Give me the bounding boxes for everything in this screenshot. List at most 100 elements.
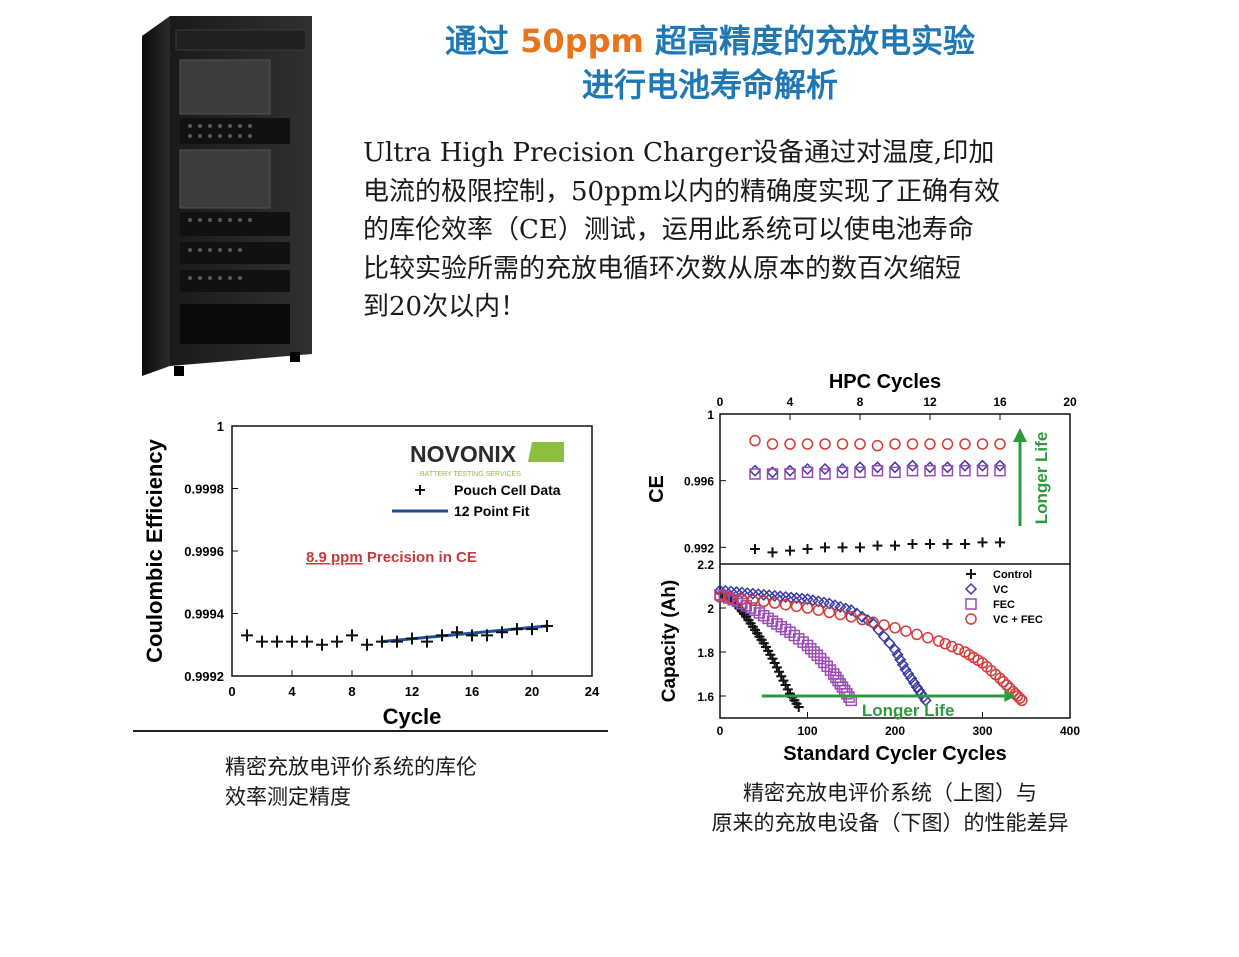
data-point: [725, 592, 737, 604]
data-point: [271, 635, 283, 648]
y-tick-label: 0.9992: [184, 669, 224, 684]
data-point: [836, 438, 849, 450]
data-point: [888, 643, 902, 656]
data-point: [976, 438, 989, 450]
intro-line: 的库伦效率（CE）测试，运用此系统可以使电池寿命: [363, 215, 974, 245]
data-point: [802, 544, 813, 554]
data-point: [888, 461, 902, 474]
data-point: [834, 608, 847, 621]
data-point: [889, 466, 901, 479]
legend-marker: [965, 598, 977, 610]
data-point: [451, 626, 463, 639]
data-point: [256, 635, 268, 648]
data-point: [993, 459, 1007, 472]
data-point: [767, 653, 778, 664]
data-point: [778, 675, 789, 686]
data-point: [923, 461, 937, 474]
y-axis-label: CE: [646, 475, 668, 503]
logo-mark-icon: [528, 442, 564, 462]
y-axis-label: Coulombic Efficiency: [142, 438, 167, 662]
data-point: [541, 620, 553, 632]
data-point: [736, 593, 748, 605]
intro-line: 比较实验所需的充放电循环次数从原本的数百次缩短: [363, 253, 962, 284]
data-point: [511, 623, 523, 636]
data-point: [976, 464, 989, 477]
legend-label: Control: [993, 569, 1032, 581]
x-tick-label: 20: [1063, 395, 1077, 409]
data-point: [959, 438, 971, 450]
y-tick-label: 0.996: [684, 475, 714, 489]
data-point: [818, 656, 830, 669]
data-point: [769, 658, 780, 668]
data-point: [878, 619, 890, 631]
legend-marker: [966, 569, 976, 579]
data-point: [749, 434, 761, 447]
x-tick-label: 16: [993, 395, 1007, 409]
data-point: [976, 459, 989, 472]
data-point: [496, 626, 508, 639]
data-point: [894, 653, 907, 666]
data-point: [958, 459, 972, 472]
data-point: [750, 544, 760, 554]
x-tick-label: 300: [972, 724, 992, 738]
data-point: [801, 602, 814, 614]
charger-rack-image: [142, 16, 312, 376]
data-point: [361, 638, 373, 651]
intro-line: 到20次以内！: [363, 292, 527, 322]
data-point: [1000, 679, 1013, 691]
data-point: [995, 537, 1005, 548]
data-point: [286, 635, 298, 648]
data-point: [837, 542, 848, 553]
data-point: [801, 466, 814, 479]
data-point: [818, 462, 832, 476]
data-point: [819, 438, 831, 450]
logo-subtitle: BATTERY TESTING SERVICES: [420, 471, 521, 478]
legend-label: 12 Point Fit: [454, 503, 530, 519]
data-point: [899, 663, 912, 676]
left-caption: 精密充放电评价系统的库伦 效率测定精度: [225, 752, 477, 812]
data-point: [867, 617, 880, 630]
title-suffix: 超高精度的充放电实验: [643, 22, 975, 60]
data-point: [793, 702, 804, 712]
data-point: [994, 672, 1006, 685]
x-tick-label: 4: [288, 684, 296, 699]
data-point: [872, 540, 883, 551]
data-point: [758, 595, 770, 608]
data-point: [891, 648, 904, 661]
data-point: [883, 637, 896, 650]
legend-label: VC: [993, 584, 1008, 596]
data-point: [856, 613, 868, 626]
data-point: [376, 635, 388, 648]
data-point: [785, 545, 795, 556]
y-tick-label: 1.6: [697, 690, 714, 704]
data-point: [871, 439, 884, 452]
data-point: [997, 675, 1010, 688]
data-point: [391, 635, 403, 648]
caption-line: 精密充放电评价系统（上图）与: [743, 781, 1037, 805]
x-axis-label: Standard Cycler Cycles: [783, 743, 1006, 765]
data-point: [939, 638, 952, 650]
data-point: [836, 466, 849, 479]
data-point: [933, 635, 945, 647]
data-point: [821, 660, 833, 673]
data-point: [871, 461, 884, 474]
y-tick-label: 0.9994: [184, 607, 225, 622]
x-tick-label: 0: [717, 724, 724, 738]
data-point: [801, 639, 814, 652]
data-point: [808, 646, 820, 658]
data-point: [749, 468, 761, 480]
legend-plus-marker: [415, 485, 425, 495]
intro-paragraph: Ultra High Precision Charger设备通过对温度,印加 电…: [363, 134, 1123, 327]
annotation-label: Longer Life: [1032, 432, 1051, 525]
data-point: [316, 638, 328, 651]
y-tick-label: 0.9996: [184, 544, 224, 559]
legend-marker: [965, 613, 977, 625]
annotation-value: 8.9 ppm: [306, 549, 363, 566]
right-caption: 精密充放电评价系统（上图）与 原来的充放电设备（下图）的性能差异: [675, 778, 1105, 838]
data-point: [766, 466, 779, 479]
data-point: [780, 680, 791, 690]
y-tick-label: 2: [707, 602, 714, 616]
data-point: [1013, 692, 1026, 704]
data-point: [819, 468, 831, 480]
caption-line: 效率测定精度: [225, 785, 351, 809]
